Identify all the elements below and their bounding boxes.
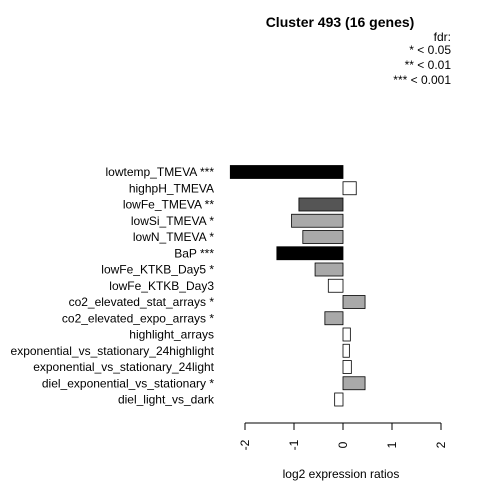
category-label: lowtemp_TMEVA *** (106, 165, 215, 179)
category-label: lowFe_KTKB_Day5 * (101, 263, 214, 277)
bar (276, 246, 344, 261)
category-label: diel_exponential_vs_stationary * (42, 376, 214, 390)
x-axis: -2 -1 0 1 2 (238, 422, 448, 450)
category-label: diel_light_vs_dark (118, 393, 215, 407)
bar (342, 327, 351, 342)
bar (291, 213, 344, 228)
bar (302, 230, 344, 244)
bar (229, 165, 344, 179)
category-label: exponential_vs_stationary_24light (33, 360, 214, 374)
bar (342, 343, 350, 358)
bar (342, 376, 366, 391)
bar (342, 360, 352, 374)
x-tick-label: 2 (434, 441, 448, 448)
category-label: co2_elevated_stat_arrays * (69, 295, 215, 309)
bar (314, 262, 344, 277)
x-axis-label: log2 expression ratios (283, 467, 400, 481)
category-label: lowFe_KTKB_Day3 (109, 279, 214, 293)
x-tick-label: -1 (287, 439, 301, 450)
category-label: lowFe_TMEVA ** (123, 198, 214, 212)
bars (229, 165, 366, 407)
legend: fdr: * < 0.05 ** < 0.01 *** < 0.001 (393, 30, 451, 87)
bar (342, 295, 366, 309)
x-tick-label: 0 (336, 441, 350, 448)
legend-entry-1: * < 0.05 (409, 43, 451, 57)
category-label: lowN_TMEVA * (133, 230, 214, 244)
category-label: lowSi_TMEVA * (131, 214, 214, 228)
chart-title: Cluster 493 (16 genes) (266, 14, 415, 30)
legend-title: fdr: (434, 30, 451, 44)
bar (327, 278, 344, 293)
category-label: highlight_arrays (129, 328, 214, 342)
category-labels: lowtemp_TMEVA *** highpH_TMEVA lowFe_TMEVA… (11, 165, 215, 407)
legend-entry-2: ** < 0.01 (405, 58, 452, 72)
bar (324, 311, 344, 326)
category-label: exponential_vs_stationary_24highlight (11, 344, 215, 358)
bar (342, 181, 357, 196)
x-tick-label: 1 (385, 441, 399, 448)
category-label: BaP *** (174, 246, 214, 260)
category-label: co2_elevated_expo_arrays * (62, 311, 214, 325)
legend-entry-3: *** < 0.001 (393, 73, 451, 87)
x-tick-label: -2 (238, 439, 252, 450)
bar (298, 197, 344, 212)
bar (334, 392, 344, 407)
category-label: highpH_TMEVA (129, 181, 214, 195)
